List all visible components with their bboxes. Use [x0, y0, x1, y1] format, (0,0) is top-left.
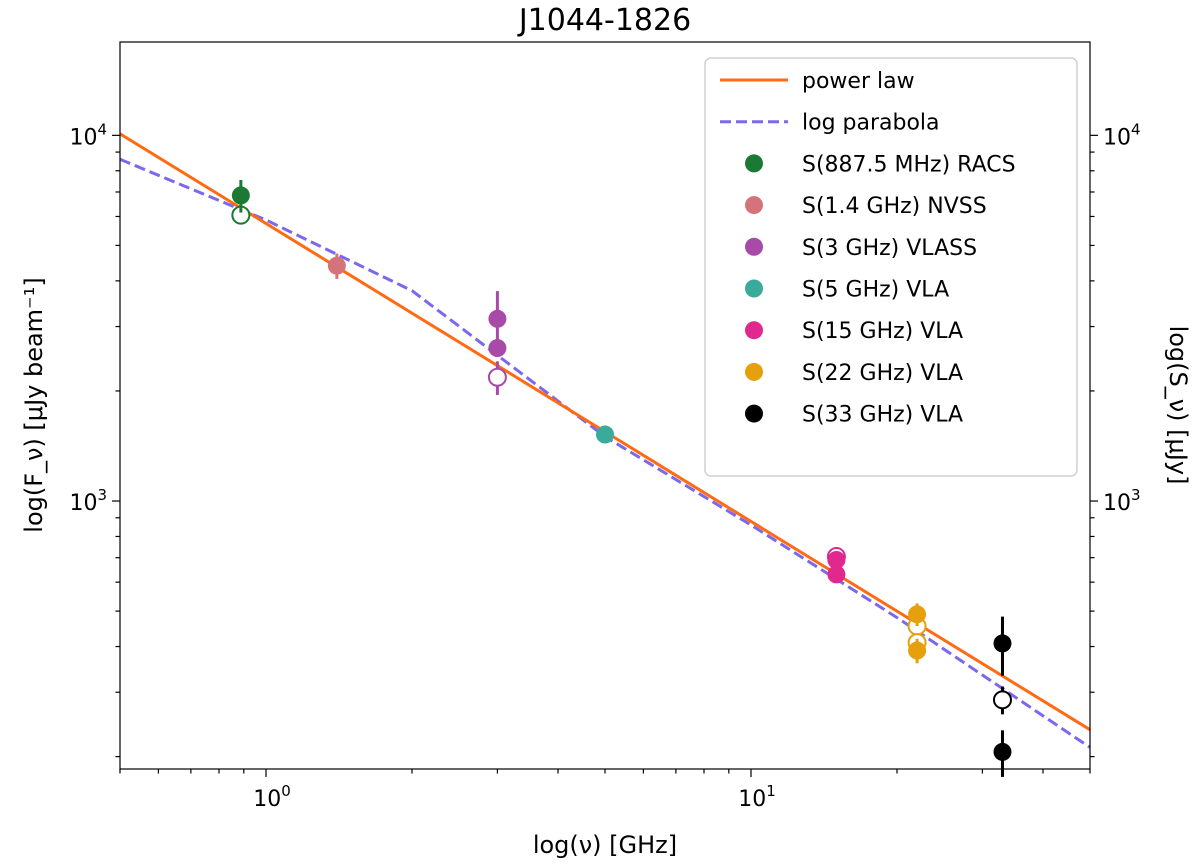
- series-4: [826, 547, 846, 584]
- data-points: [231, 179, 1012, 777]
- tick-label-base: 10: [253, 787, 281, 812]
- series-1: [327, 253, 346, 279]
- x-tick-label: 101: [738, 782, 776, 812]
- data-point: [827, 565, 846, 584]
- legend-label: S(887.5 MHz) RACS: [802, 152, 1016, 177]
- legend-swatch-marker: [745, 362, 763, 381]
- data-point: [327, 256, 346, 275]
- data-point: [908, 641, 927, 660]
- data-point: [908, 605, 927, 624]
- legend-swatch-marker: [745, 279, 763, 298]
- legend-label: S(15 GHz) VLA: [802, 319, 963, 344]
- legend-swatch-marker: [745, 321, 763, 340]
- legend-label: S(5 GHz) VLA: [802, 278, 949, 303]
- legend-entry: S(3 GHz) VLASS: [745, 236, 977, 261]
- x-axis-label: log(ν) [GHz]: [533, 831, 677, 859]
- series-3: [596, 425, 614, 444]
- series-6: [992, 616, 1012, 777]
- legend-entry: power law: [720, 69, 915, 94]
- legend-label: power law: [802, 69, 915, 94]
- data-point: [993, 634, 1012, 653]
- tick-label-exponent: 3: [1131, 486, 1141, 504]
- legend-label: S(1.4 GHz) NVSS: [802, 194, 987, 219]
- y-axis-label-left: log(F_ν) [μJy beam⁻¹]: [20, 277, 48, 532]
- legend-swatch-marker: [745, 154, 763, 173]
- legend-entry: S(887.5 MHz) RACS: [745, 152, 1016, 177]
- y-tick-label-left: 104: [69, 120, 107, 150]
- legend-label: S(33 GHz) VLA: [802, 403, 963, 428]
- x-tick-label: 100: [253, 782, 291, 812]
- legend-entry: log parabola: [720, 111, 940, 136]
- legend-entry: S(33 GHz) VLA: [745, 403, 963, 428]
- legend-label: S(3 GHz) VLASS: [802, 236, 977, 261]
- chart-title: J1044-1826: [517, 3, 691, 38]
- tick-label-base: 10: [738, 787, 766, 812]
- data-point: [488, 309, 507, 328]
- open-point: [487, 367, 507, 387]
- y-tick-label-right: 103: [1103, 486, 1141, 516]
- y-axis-label-right: log(S_ν) [μJy]: [1164, 326, 1192, 485]
- data-point: [993, 742, 1012, 761]
- legend-box: [704, 57, 1078, 477]
- data-point: [231, 186, 250, 205]
- legend: power law log parabola S(887.5 MHz) RACS S(…: [704, 57, 1078, 477]
- legend-label: log parabola: [802, 111, 940, 136]
- legend-entry: S(15 GHz) VLA: [745, 319, 963, 344]
- tick-label-base: 10: [69, 491, 97, 516]
- tick-label-base: 10: [1103, 125, 1131, 150]
- series-5: [907, 603, 927, 664]
- tick-label-base: 10: [69, 125, 97, 150]
- open-point: [992, 690, 1012, 710]
- legend-swatch-marker: [745, 404, 763, 423]
- legend-swatch-marker: [745, 196, 763, 215]
- y-tick-label-left: 103: [69, 486, 107, 516]
- legend-label: S(22 GHz) VLA: [802, 361, 963, 386]
- legend-entry: S(5 GHz) VLA: [745, 278, 949, 303]
- series-0: [231, 179, 251, 225]
- legend-swatch-marker: [745, 237, 763, 256]
- data-point: [827, 550, 846, 569]
- data-point: [488, 339, 507, 358]
- tick-label-exponent: 3: [97, 486, 107, 504]
- legend-entry: S(1.4 GHz) NVSS: [745, 194, 987, 219]
- plot-area: [119, 132, 1091, 777]
- tick-label-base: 10: [1103, 491, 1131, 516]
- tick-label-exponent: 4: [97, 120, 107, 138]
- tick-label-exponent: 4: [1131, 120, 1141, 138]
- series-2: [487, 291, 507, 395]
- axis-ticks: [112, 134, 1098, 777]
- legend-entry: S(22 GHz) VLA: [745, 361, 963, 386]
- y-tick-label-right: 104: [1103, 120, 1141, 150]
- tick-label-exponent: 1: [766, 782, 776, 800]
- data-point: [596, 425, 614, 444]
- legend-entries: power law log parabola S(887.5 MHz) RACS S(…: [720, 69, 1016, 428]
- tick-label-exponent: 0: [281, 782, 291, 800]
